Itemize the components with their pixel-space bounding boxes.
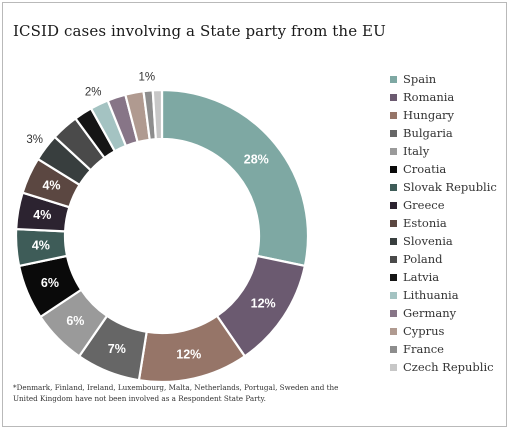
legend-label: Hungary (403, 108, 455, 122)
legend-swatch (390, 183, 397, 191)
data-label-slovak-republic: 4% (32, 239, 50, 253)
legend-item-italy: Italy (390, 142, 497, 160)
data-label-spain: 28% (244, 152, 269, 166)
legend-swatch (390, 309, 397, 317)
legend-swatch (390, 147, 397, 155)
slice-czech-republic (151, 88, 164, 141)
legend-label: Croatia (403, 162, 447, 176)
data-label-estonia: 4% (42, 179, 60, 193)
legend-item-lithuania: Lithuania (390, 286, 497, 304)
legend-label: Germany (403, 306, 457, 320)
data-label-greece: 4% (33, 208, 51, 222)
slice-spain (160, 88, 310, 268)
legend-label: Greece (403, 198, 445, 212)
data-label-lithuania: 2% (85, 87, 102, 99)
legend-item-poland: Poland (390, 250, 497, 268)
legend-label: Czech Republic (403, 360, 494, 374)
legend-item-spain: Spain (390, 70, 497, 88)
legend-swatch (390, 237, 397, 245)
legend-swatch (390, 291, 397, 299)
data-label-italy: 6% (66, 314, 84, 328)
data-label-france: 1% (138, 72, 155, 84)
legend-item-bulgaria: Bulgaria (390, 124, 497, 142)
legend-swatch (390, 327, 397, 335)
legend-item-romania: Romania (390, 88, 497, 106)
legend-item-france: France (390, 340, 497, 358)
legend-label: Bulgaria (403, 126, 453, 140)
legend-swatch (390, 93, 397, 101)
legend-item-croatia: Croatia (390, 160, 497, 178)
legend-swatch (390, 345, 397, 353)
legend-label: Latvia (403, 270, 440, 284)
legend-item-hungary: Hungary (390, 106, 497, 124)
legend-label: Cyprus (403, 324, 445, 338)
legend-swatch (390, 255, 397, 263)
legend-label: Estonia (403, 216, 447, 230)
legend-item-latvia: Latvia (390, 268, 497, 286)
legend-item-slovenia: Slovenia (390, 232, 497, 250)
legend-item-greece: Greece (390, 196, 497, 214)
legend-label: Italy (403, 144, 430, 158)
legend-swatch (390, 219, 397, 227)
legend-swatch (390, 75, 397, 83)
data-label-croatia: 6% (41, 276, 59, 290)
legend-swatch (390, 165, 397, 173)
data-label-slovenia: 3% (26, 134, 43, 146)
footnote: *Denmark, Finland, Ireland, Luxembourg, … (13, 383, 339, 403)
chart-legend: Spain Romania Hungary Bulgaria Italy Croatia S… (390, 70, 497, 376)
data-label-romania: 12% (251, 296, 276, 310)
legend-label: Slovak Republic (403, 180, 497, 194)
legend-label: Spain (403, 72, 437, 86)
legend-label: Poland (403, 252, 443, 266)
legend-label: Slovenia (403, 234, 453, 248)
legend-swatch (390, 201, 397, 209)
legend-label: France (403, 342, 444, 356)
legend-item-estonia: Estonia (390, 214, 497, 232)
legend-label: Lithuania (403, 288, 459, 302)
legend-item-slovak-republic: Slovak Republic (390, 178, 497, 196)
legend-swatch (390, 129, 397, 137)
legend-swatch (390, 363, 397, 371)
legend-item-cyprus: Cyprus (390, 322, 497, 340)
chart-title: ICSID cases involving a State party from… (13, 22, 386, 40)
legend-item-germany: Germany (390, 304, 497, 322)
legend-label: Romania (403, 90, 455, 104)
legend-swatch (390, 111, 397, 119)
legend-swatch (390, 273, 397, 281)
data-label-bulgaria: 7% (108, 342, 126, 356)
legend-item-czech-republic: Czech Republic (390, 358, 497, 376)
data-label-hungary: 12% (176, 348, 201, 362)
